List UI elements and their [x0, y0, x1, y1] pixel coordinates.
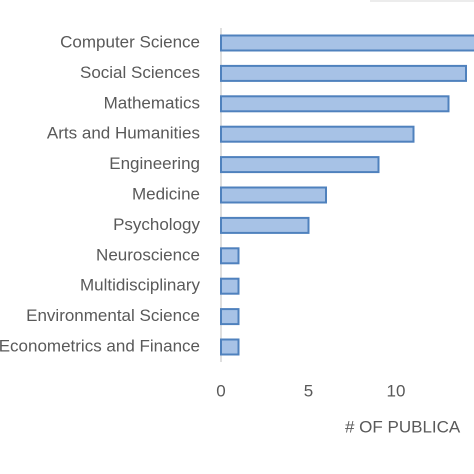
x-tick-label: 10 [387, 381, 406, 400]
x-tick-label: 5 [304, 381, 313, 400]
y-tick-label: Medicine [132, 184, 200, 203]
bar [220, 277, 240, 295]
y-tick-label: Neuroscience [96, 245, 200, 264]
bar [220, 338, 240, 356]
bar [220, 95, 450, 113]
y-tick-label: Psychology [113, 215, 200, 234]
y-tick-label: Multidisciplinary [80, 276, 200, 295]
x-axis-title: # OF PUBLICA [345, 417, 461, 436]
y-tick-label: Econometrics and Finance [0, 336, 200, 355]
y-tick-label: Engineering [109, 154, 200, 173]
y-tick-label: Mathematics [104, 93, 200, 112]
bar [220, 247, 240, 265]
bar [220, 125, 415, 143]
bar [220, 64, 467, 82]
bar [220, 186, 327, 204]
y-tick-label: Arts and Humanities [47, 124, 200, 143]
bar [220, 156, 380, 174]
x-tick-label: 0 [216, 381, 225, 400]
bar [220, 308, 240, 326]
bar [220, 216, 310, 234]
bar [220, 34, 474, 52]
y-tick-label: Computer Science [60, 32, 200, 51]
y-tick-label: Environmental Science [26, 306, 200, 325]
y-tick-label: Social Sciences [80, 63, 200, 82]
